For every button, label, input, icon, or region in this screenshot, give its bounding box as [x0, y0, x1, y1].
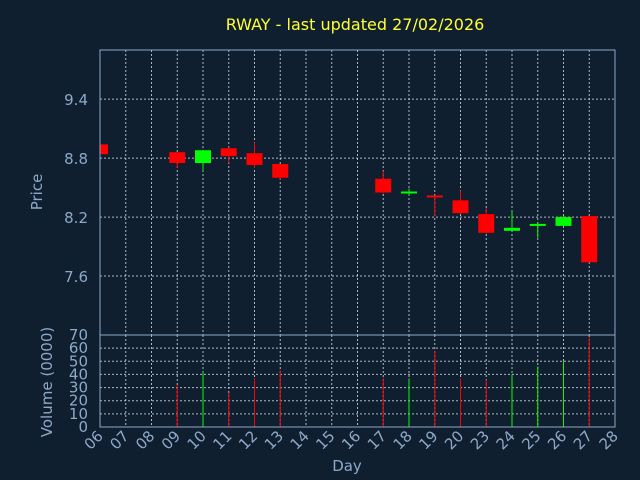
candle-body [375, 178, 392, 193]
chart-title: RWAY - last updated 27/02/2026 [226, 15, 485, 34]
candle-body [195, 150, 211, 164]
volume-panel-frame [99, 334, 616, 428]
candle-body [169, 152, 186, 164]
candle-body [426, 195, 443, 198]
candle-body [504, 227, 520, 231]
price-y-tick-label: 9.4 [64, 91, 88, 109]
candle-body [100, 144, 108, 155]
price-candles [99, 142, 598, 263]
volume-y-tick-label: 20 [69, 392, 88, 410]
candle-body [478, 214, 495, 233]
volume-y-tick-label: 10 [69, 405, 88, 423]
price-y-ticks: 9.4 8.8 8.2 7.6 [64, 91, 88, 286]
volume-y-tick-label: 50 [69, 352, 88, 370]
volume-y-tick-label: 0 [78, 418, 88, 436]
price-axis-title: Price [28, 174, 46, 211]
price-y-tick-label: 8.2 [64, 209, 88, 227]
x-axis-title: Day [332, 457, 362, 475]
price-y-tick-label: 8.8 [64, 150, 88, 168]
volume-bars [176, 337, 590, 427]
candle-body [529, 223, 546, 226]
volume-y-tick-label: 70 [69, 326, 88, 344]
candle-body [581, 216, 598, 263]
candle-body [272, 164, 289, 178]
candle-body [246, 153, 263, 165]
volume-axis-title: Volume (0000) [38, 327, 56, 437]
volume-y-tick-label: 60 [69, 339, 88, 357]
volume-y-tick-label: 30 [69, 379, 88, 397]
candle-body [452, 200, 469, 214]
price-y-tick-label: 7.6 [64, 268, 88, 286]
candle-body [401, 191, 417, 194]
volume-y-tick-label: 40 [69, 365, 88, 383]
price-grid [100, 50, 615, 335]
candle-body [555, 217, 572, 226]
candle-body [220, 148, 237, 157]
